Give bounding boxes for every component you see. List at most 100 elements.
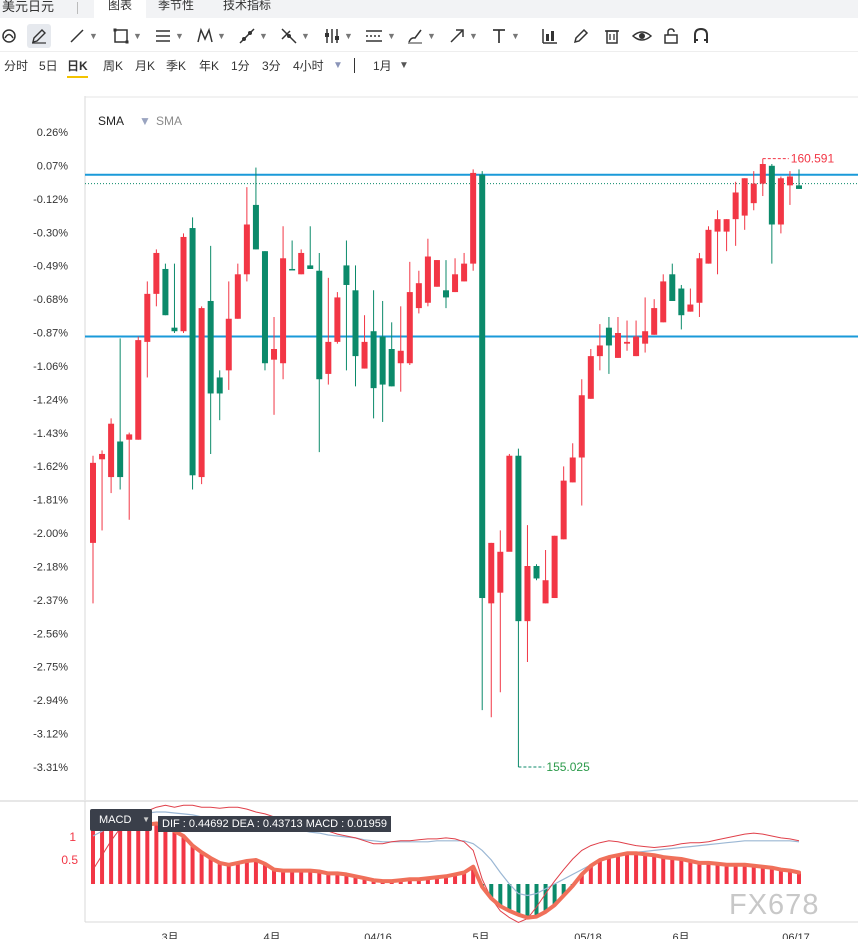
channel-tool-icon[interactable]: ▼ xyxy=(156,30,184,42)
macd-histogram-bar xyxy=(407,879,412,884)
y-tick-label: -3.12% xyxy=(33,729,68,741)
period-item[interactable]: 月K xyxy=(135,59,156,73)
macd-histogram-bar xyxy=(797,872,801,884)
macd-histogram-bar xyxy=(281,870,286,884)
brush-tool-icon[interactable]: ▼ xyxy=(406,24,436,48)
period-item-active[interactable]: 日K xyxy=(67,58,88,78)
candle-body xyxy=(696,258,703,303)
edit-icon[interactable] xyxy=(572,24,590,48)
macd-histogram-bar xyxy=(615,855,620,884)
macd-histogram-bar xyxy=(751,865,756,884)
candle-body xyxy=(352,290,359,357)
y-tick-label: -0.49% xyxy=(33,261,68,273)
y-tick-label: -2.94% xyxy=(33,695,68,707)
bars-tool-icon[interactable]: ▼ xyxy=(323,24,353,48)
y-tick-label: -2.37% xyxy=(33,595,68,607)
y-tick-label: -0.87% xyxy=(33,328,68,340)
macd-histogram-bar xyxy=(606,857,611,884)
candle-body xyxy=(723,219,730,232)
candle-body xyxy=(443,290,449,298)
macd-histogram-bar xyxy=(769,867,774,884)
candle-body xyxy=(406,292,413,364)
macd-histogram-bar xyxy=(199,852,204,884)
pencil-icon[interactable] xyxy=(27,24,51,48)
candle-body xyxy=(334,297,341,342)
candle-body xyxy=(117,441,124,478)
y-tick-label: -2.56% xyxy=(33,628,68,640)
macd-histogram-bar xyxy=(244,860,249,884)
chevron-down-icon[interactable]: ▼ xyxy=(142,815,150,824)
candle-body xyxy=(741,178,748,216)
magnet-lock-icon[interactable] xyxy=(692,24,710,48)
candle-body xyxy=(786,176,793,186)
period-item[interactable]: 1分 xyxy=(231,59,250,73)
candle-body xyxy=(99,453,106,460)
macd-histogram-bar xyxy=(733,864,738,884)
delete-icon[interactable] xyxy=(603,24,621,48)
period-item[interactable]: 年K xyxy=(199,59,220,73)
macd-histogram-bar xyxy=(208,858,213,884)
candle-body xyxy=(470,172,477,264)
candle-body xyxy=(216,377,223,394)
macd-histogram-bar xyxy=(100,823,105,884)
period-item[interactable]: 季K xyxy=(166,59,187,73)
macd-bold-line xyxy=(91,821,801,920)
arrow-tool-icon[interactable]: ▼ xyxy=(448,24,478,48)
pattern-tool-icon[interactable]: ▼ xyxy=(196,24,226,48)
period-item[interactable]: 3分 xyxy=(262,59,281,73)
tab-seasonality[interactable]: 季节性 xyxy=(158,0,195,12)
candle-body xyxy=(687,304,694,312)
drawing-toolbar: ▼ ▼ ▼ ▼ ▼ ▼ ▼ ▼ ▼ ▼ ▼ xyxy=(0,20,858,52)
text-tool-icon[interactable]: ▼ xyxy=(493,29,520,43)
price-chart[interactable]: 0.26% 0.07% -0.12% -0.30% -0.49% -0.68% -0.87%… xyxy=(0,80,858,939)
tab-chart[interactable]: 图表 xyxy=(94,0,147,18)
macd-histogram-bar xyxy=(308,870,313,884)
macd-histogram-bar xyxy=(706,862,711,884)
period-item[interactable]: 4小时 xyxy=(293,59,324,73)
macd-histogram-bar xyxy=(190,845,195,884)
legend-sma-2[interactable]: SMA xyxy=(156,114,182,128)
x-tick-label: 04/16 xyxy=(364,932,392,939)
ray-tool-icon[interactable]: ▼ xyxy=(238,24,268,48)
legend-caret[interactable]: ▼ xyxy=(139,114,151,128)
macd-histogram-bar xyxy=(715,863,720,884)
line-tool-icon[interactable]: ▼ xyxy=(68,24,98,48)
chart-type-icon[interactable] xyxy=(541,24,559,48)
period-bar: 分时 5日 日K 周K 月K 季K 年K 1分 3分 4小时 ▼ 1月 ▼ xyxy=(0,54,858,80)
macd-histogram-bar xyxy=(471,866,476,884)
macd-histogram-bar xyxy=(163,824,168,884)
macd-badge-label: MACD xyxy=(99,814,132,826)
candle-body xyxy=(605,327,612,346)
magnet-icon[interactable] xyxy=(0,24,18,48)
candle-body xyxy=(569,457,576,483)
rect-tool-icon[interactable]: ▼ xyxy=(112,24,142,48)
period-item[interactable]: 周K xyxy=(103,59,124,73)
tab-indicators[interactable]: 技术指标 xyxy=(223,0,272,12)
period-item[interactable]: 分时 xyxy=(4,59,29,73)
range-selector[interactable]: 1月 xyxy=(373,59,392,73)
macd-histogram-bar xyxy=(534,884,539,917)
range-caret-icon[interactable]: ▼ xyxy=(399,60,409,71)
eye-icon[interactable] xyxy=(632,24,652,48)
macd-indicator-badge[interactable]: MACD ▼ xyxy=(90,809,152,831)
macd-y-tick: 1 xyxy=(69,830,76,844)
candle-body xyxy=(198,308,205,478)
period-more-caret[interactable]: ▼ xyxy=(333,60,343,71)
macd-histogram-bar xyxy=(416,879,421,884)
candle-body xyxy=(243,224,250,275)
fib-tool-icon[interactable]: ▼ xyxy=(366,30,396,42)
candle-body xyxy=(678,288,685,316)
candle-body xyxy=(533,566,540,579)
candle-body xyxy=(596,345,603,357)
macd-histogram-bar xyxy=(362,878,367,884)
candle-body xyxy=(488,542,495,604)
legend-sma-1[interactable]: SMA xyxy=(98,114,124,128)
measure-tool-icon[interactable]: ▼ xyxy=(280,24,310,48)
candle-body xyxy=(415,283,422,309)
y-tick-label: -0.12% xyxy=(33,194,68,206)
y-tick-label: -0.68% xyxy=(33,294,68,306)
macd-histogram-bar xyxy=(462,872,467,884)
period-item[interactable]: 5日 xyxy=(39,59,58,73)
macd-histogram-bar xyxy=(661,857,666,884)
unlock-icon[interactable] xyxy=(662,24,680,48)
